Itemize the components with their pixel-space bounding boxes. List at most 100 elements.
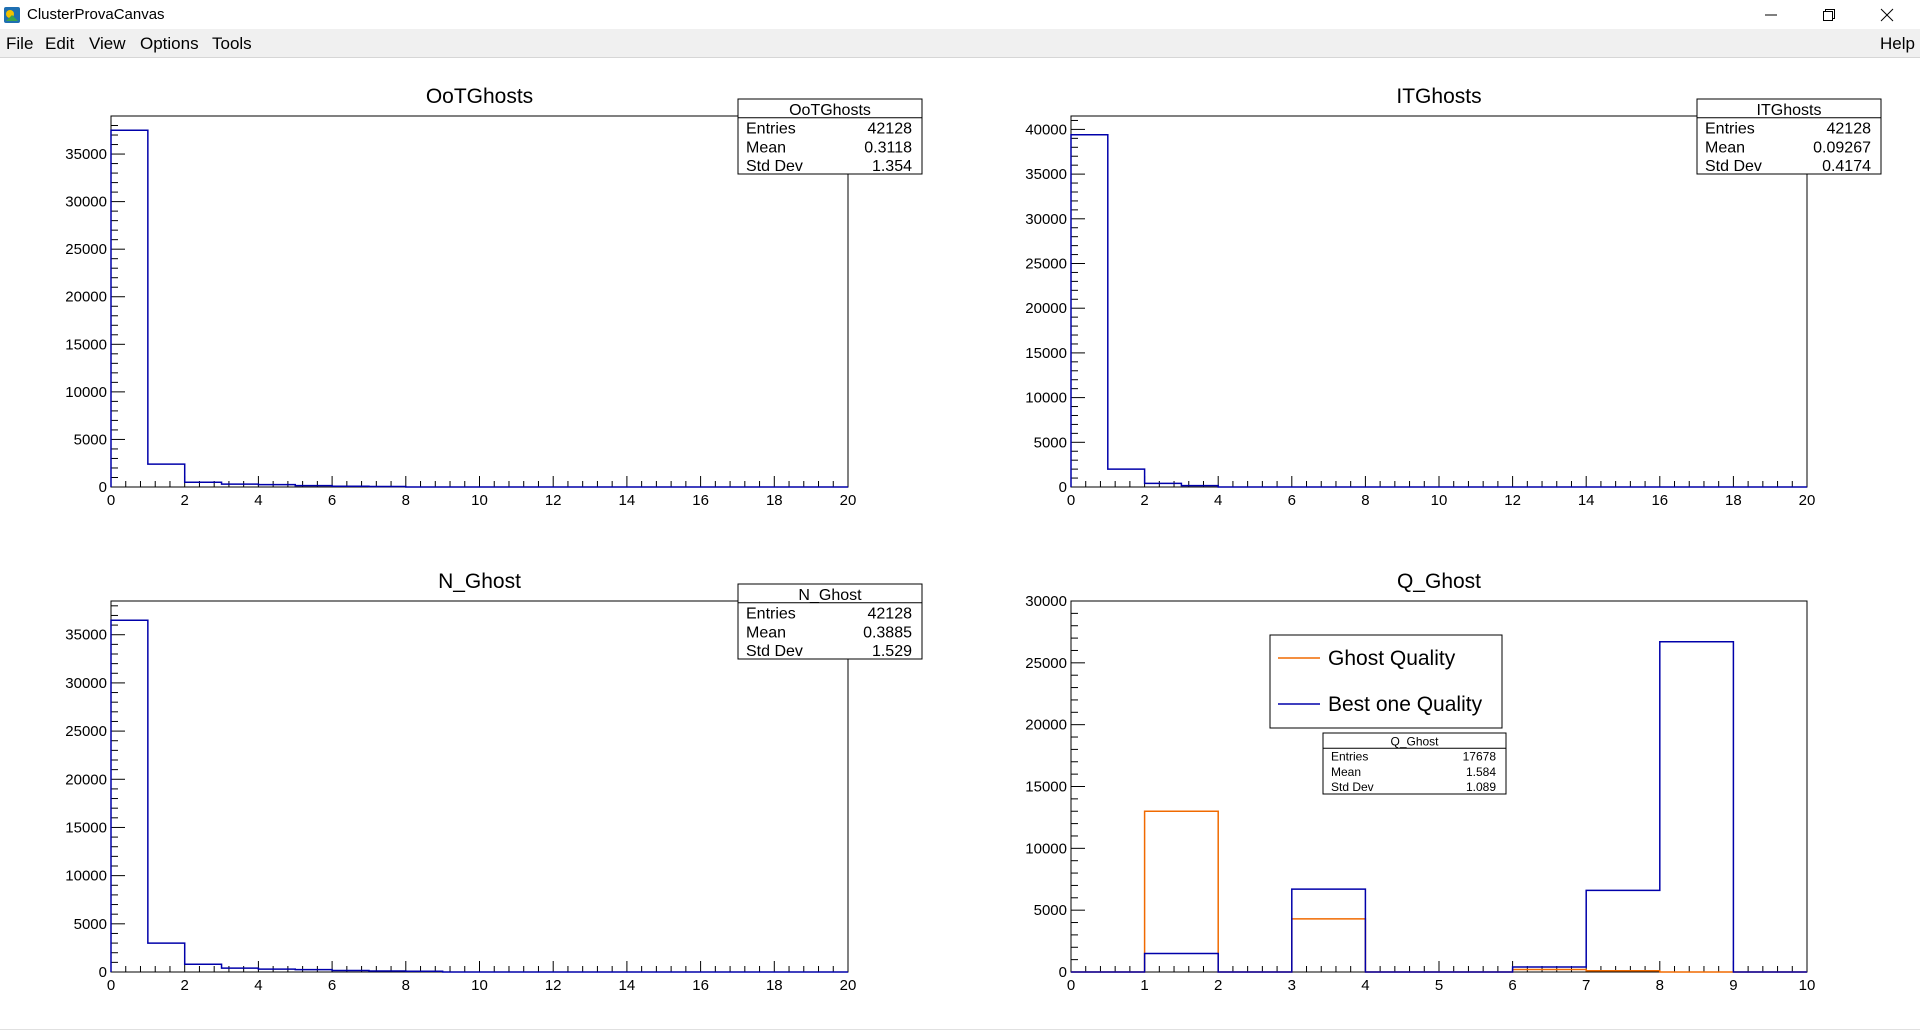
y-tick-label: 0: [99, 964, 107, 981]
x-tick-label: 12: [545, 977, 562, 994]
x-tick-label: 18: [766, 977, 783, 994]
x-tick-label: 8: [1361, 492, 1369, 509]
y-tick-label: 0: [1059, 964, 1067, 981]
stats-box-name: ITGhosts: [1757, 102, 1822, 119]
menu-bar: File Edit View Options Tools Help: [0, 29, 1920, 58]
stats-label: Entries: [746, 121, 796, 138]
x-tick-label: 18: [1725, 492, 1742, 509]
x-tick-label: 2: [181, 492, 189, 509]
x-tick-label: 8: [402, 977, 410, 994]
x-tick-label: 4: [254, 977, 262, 994]
stats-box: Q_Ghost Entries 17678 Mean 1.584 Std Dev 1.089: [1322, 732, 1507, 795]
y-tick-label: 25000: [1025, 655, 1067, 672]
menu-help[interactable]: Help: [1880, 34, 1915, 53]
y-tick-label: 5000: [1034, 434, 1067, 451]
restore-icon: [1823, 8, 1835, 21]
x-tick-label: 2: [1140, 492, 1148, 509]
histogram-series-1: [110, 619, 848, 973]
menu-file[interactable]: File: [6, 34, 34, 53]
menu-tools[interactable]: Tools: [212, 34, 252, 53]
plot-title: N_Ghost: [438, 570, 521, 593]
stats-box-frame: [737, 583, 923, 660]
plot-title: Q_Ghost: [1397, 570, 1481, 593]
stats-label: Std Dev: [1705, 158, 1762, 175]
x-tick-label: 20: [1799, 492, 1816, 509]
close-button[interactable]: [1858, 0, 1916, 29]
stats-value: 0.3118: [864, 139, 912, 156]
x-tick-label: 16: [692, 977, 709, 994]
stats-label: Entries: [1331, 750, 1368, 764]
restore-button[interactable]: [1800, 0, 1858, 29]
x-tick-label: 4: [1361, 977, 1369, 994]
stats-value: 0.3885: [863, 624, 912, 641]
x-tick-label: 1: [1140, 977, 1148, 994]
x-tick-label: 6: [1288, 492, 1296, 509]
y-tick-label: 30000: [65, 194, 107, 211]
histogram-pad-4: Q_Ghost 0 1 2 3 4 5 6 7 8 9 10 0 5000 10000 15000 20000 2…: [1025, 570, 1815, 994]
window-title: ClusterProvaCanvas: [27, 6, 165, 23]
title-bar: ClusterProvaCanvas: [0, 0, 1920, 29]
stats-label: Mean: [1331, 765, 1361, 779]
plot-title: ITGhosts: [1396, 85, 1481, 108]
x-tick-label: 10: [1799, 977, 1816, 994]
y-tick-label: 10000: [1025, 840, 1067, 857]
plot-frame: [110, 600, 849, 973]
root-canvas[interactable]: OoTGhosts 0 2 4 6 8 10 12 14 16 18 20 0 5000 10000 1500…: [0, 58, 1920, 1030]
y-tick-label: 15000: [65, 819, 107, 836]
x-tick-label: 20: [840, 977, 857, 994]
y-tick-label: 0: [1059, 479, 1067, 496]
stats-value: 0.09267: [1813, 139, 1871, 156]
stats-box-name: OoTGhosts: [789, 102, 871, 119]
y-tick-label: 20000: [65, 289, 107, 306]
legend-frame: [1269, 634, 1503, 729]
x-tick-label: 9: [1729, 977, 1737, 994]
stats-value: 42128: [868, 121, 913, 138]
histogram-series-2: [1071, 641, 1807, 973]
x-tick-label: 0: [1067, 977, 1075, 994]
menu-edit[interactable]: Edit: [45, 34, 75, 53]
menu-view[interactable]: View: [89, 34, 126, 53]
y-tick-label: 30000: [65, 675, 107, 692]
stats-value: 0.4174: [1822, 158, 1871, 175]
stats-box: OoTGhosts Entries 42128 Mean 0.3118 Std Dev 1.…: [737, 98, 923, 175]
x-tick-label: 2: [1214, 977, 1222, 994]
stats-value: 17678: [1463, 750, 1497, 764]
x-tick-label: 16: [692, 492, 709, 509]
legend-box: Ghost Quality Best one Quality: [1269, 634, 1503, 729]
x-tick-label: 7: [1582, 977, 1590, 994]
menu-options[interactable]: Options: [140, 34, 199, 53]
y-tick-label: 20000: [1025, 717, 1067, 734]
close-icon: [1880, 8, 1894, 21]
stats-box-frame: [1322, 732, 1507, 795]
y-tick-label: 25000: [65, 241, 107, 258]
x-tick-label: 10: [471, 977, 488, 994]
y-tick-label: 10000: [65, 384, 107, 401]
stats-box-name: N_Ghost: [798, 587, 862, 604]
x-tick-label: 14: [1578, 492, 1595, 509]
x-tick-label: 12: [1504, 492, 1521, 509]
y-tick-label: 35000: [65, 146, 107, 163]
y-tick-label: 15000: [1025, 345, 1067, 362]
x-tick-label: 10: [471, 492, 488, 509]
x-tick-label: 0: [107, 492, 115, 509]
x-tick-label: 14: [619, 492, 636, 509]
legend-entry: Best one Quality: [1328, 693, 1483, 716]
x-tick-label: 10: [1431, 492, 1448, 509]
y-tick-label: 15000: [65, 336, 107, 353]
stats-value: 42128: [868, 606, 913, 623]
x-tick-label: 6: [1508, 977, 1516, 994]
stats-value: 1.584: [1466, 765, 1496, 779]
y-tick-label: 25000: [1025, 256, 1067, 273]
histogram-series-1: [1071, 810, 1807, 973]
y-tick-label: 25000: [65, 723, 107, 740]
y-tick-label: 10000: [65, 868, 107, 885]
minimize-button[interactable]: [1742, 0, 1800, 29]
stats-box-name: Q_Ghost: [1390, 734, 1439, 748]
histogram-series-1: [1070, 134, 1807, 488]
plot-frame: [110, 115, 849, 488]
x-tick-label: 2: [181, 977, 189, 994]
y-tick-label: 20000: [65, 771, 107, 788]
stats-label: Std Dev: [746, 158, 803, 175]
